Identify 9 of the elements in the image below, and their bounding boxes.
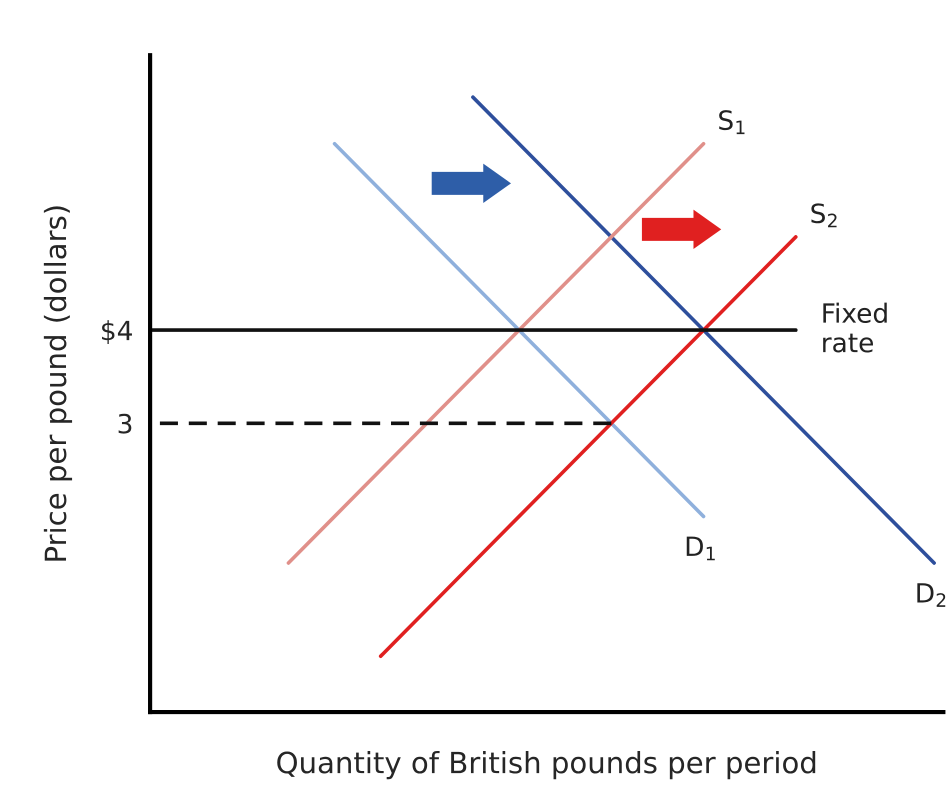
series-label: S$_{1}$ — [719, 110, 744, 134]
y-axis-title: Price per pound (dollars) — [44, 206, 72, 561]
series-label: Fixed rate — [823, 302, 887, 353]
series-label: D$_{1}$ — [686, 536, 715, 560]
series-label: S$_{2}$ — [811, 203, 837, 228]
y-tick-label: 3 — [118, 414, 132, 434]
y-tick-label: $4 — [102, 320, 132, 344]
x-axis-title: Quantity of British pounds per period — [277, 750, 816, 780]
series-label: D$_{2}$ — [917, 583, 946, 607]
